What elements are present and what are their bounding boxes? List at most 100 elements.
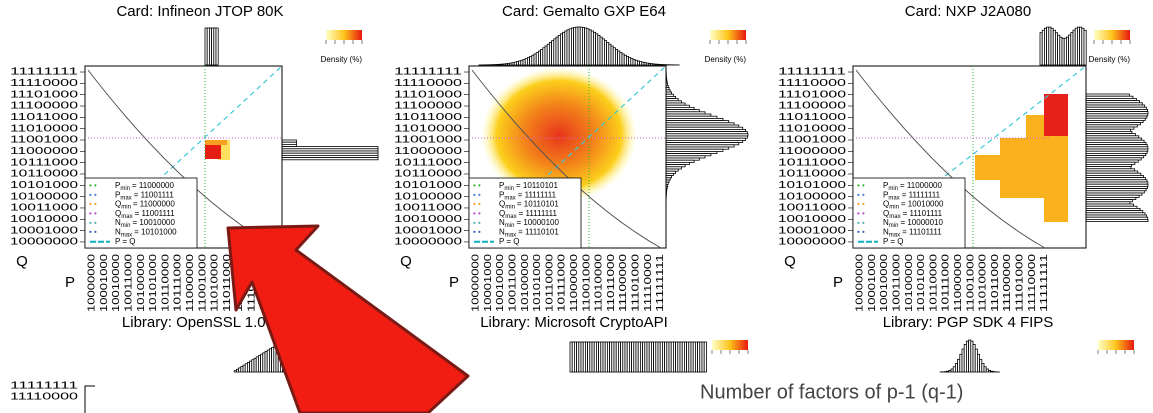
legend-marker: • • bbox=[473, 190, 481, 199]
legend-marker: • • bbox=[473, 218, 481, 227]
y-tick-label: 10011000 bbox=[778, 203, 847, 214]
legend-entry: P = Q bbox=[499, 237, 520, 246]
y-tick-label: 10110000 bbox=[10, 169, 79, 180]
legend-entry: Nmax = 11101111 bbox=[883, 228, 942, 238]
legend-box bbox=[468, 177, 582, 249]
legend-entry: Nmin = 10000100 bbox=[499, 218, 559, 228]
legend-value: = 11111111 bbox=[518, 190, 557, 199]
x-tick-label: 11010000 bbox=[594, 253, 605, 312]
y-tick-label: 11110000 bbox=[10, 392, 79, 403]
density-label: Density (%) bbox=[705, 55, 747, 64]
x-tick-label: 11111111 bbox=[1039, 253, 1050, 312]
y-tick-label: 11101000 bbox=[778, 89, 847, 100]
legend-value: = 10000100 bbox=[516, 218, 559, 227]
y-tick-label: 11111111 bbox=[394, 67, 463, 78]
y-tick-label: 10001000 bbox=[778, 225, 847, 236]
x-tick-label: 10010000 bbox=[879, 253, 890, 312]
legend-marker: • • bbox=[857, 181, 865, 190]
color-scale bbox=[710, 30, 746, 40]
density-cell bbox=[205, 140, 227, 145]
legend-marker: • • bbox=[473, 200, 481, 209]
x-tick-label: 10101000 bbox=[532, 253, 543, 312]
histogram-bar bbox=[703, 341, 707, 373]
x-tick-label: 11010000 bbox=[210, 253, 221, 312]
histogram-bar bbox=[1085, 218, 1149, 222]
histogram-bar bbox=[1083, 29, 1087, 66]
x-tick-label: 10110000 bbox=[160, 253, 171, 312]
legend-entry: Pmin = 11000000 bbox=[883, 181, 942, 191]
axis-label-p: P bbox=[449, 274, 459, 291]
y-tick-label: 10010000 bbox=[394, 214, 463, 225]
legend-value: = 11000000 bbox=[133, 200, 175, 209]
legend-symbol: N bbox=[115, 228, 121, 237]
legend-subscript: max bbox=[120, 195, 131, 201]
legend-entry: Pmin = 10110101 bbox=[499, 181, 558, 191]
x-tick-label: 10000000 bbox=[87, 253, 98, 312]
y-tick-label: 10001000 bbox=[394, 225, 463, 236]
y-tick-label: 10110000 bbox=[394, 169, 463, 180]
legend-entry: Qmin = 10110101 bbox=[499, 200, 559, 210]
legend-subscript: min bbox=[121, 204, 131, 210]
density-cell bbox=[1044, 94, 1068, 136]
legend-entry: Qmin = 10010000 bbox=[883, 200, 944, 210]
legend-subscript: min bbox=[504, 186, 514, 192]
x-tick-label: 11000000 bbox=[569, 253, 580, 312]
x-tick-label: 10010000 bbox=[495, 253, 506, 312]
y-tick-label: 10011000 bbox=[394, 203, 463, 214]
axis-label-q: Q bbox=[16, 253, 28, 270]
legend-symbol: Q bbox=[115, 200, 121, 209]
axis-label-p: P bbox=[65, 274, 75, 291]
color-scale bbox=[1094, 30, 1130, 40]
legend-marker: • • bbox=[89, 181, 97, 190]
x-tick-label: 11001000 bbox=[965, 253, 976, 312]
product-curve bbox=[855, 69, 1046, 249]
legend-subscript: max bbox=[505, 213, 516, 219]
y-tick-label: 10010000 bbox=[10, 214, 79, 225]
x-tick-label: 10011000 bbox=[508, 253, 519, 312]
panel-title: Card: Infineon JTOP 80K bbox=[116, 3, 283, 20]
library-title: Library: OpenSSL 1.0.2 bbox=[122, 314, 278, 331]
legend-marker: • • bbox=[857, 228, 865, 237]
legend-entry: Qmin = 11000000 bbox=[115, 200, 175, 210]
y-tick-label: 11110000 bbox=[394, 78, 463, 89]
y-tick-label: 10000000 bbox=[10, 237, 79, 248]
legend-value: = 11101111 bbox=[903, 209, 943, 218]
legend-entry: Pmax = 11111111 bbox=[499, 190, 557, 200]
legend-value: = 11101111 bbox=[902, 228, 942, 237]
x-tick-label: 10100000 bbox=[520, 253, 531, 312]
x-tick-label: 10110000 bbox=[928, 253, 939, 312]
x-tick-label: 11000000 bbox=[953, 253, 964, 312]
x-tick-label: 11110000 bbox=[1027, 253, 1038, 312]
x-tick-label: 10101000 bbox=[148, 253, 159, 312]
legend-value: = 11000000 bbox=[900, 181, 942, 190]
y-tick-label: 11001000 bbox=[778, 135, 847, 146]
x-tick-label: 10001000 bbox=[867, 253, 878, 312]
library-title: Library: Microsoft CryptoAPI bbox=[480, 314, 668, 331]
y-tick-label: 10101000 bbox=[778, 180, 847, 191]
y-tick-label: 10100000 bbox=[394, 191, 463, 202]
legend-symbol: N bbox=[499, 228, 505, 237]
legend-value: = 11111111 bbox=[519, 209, 558, 218]
legend-marker: • • bbox=[473, 209, 481, 218]
x-tick-label: 11011000 bbox=[990, 253, 1001, 312]
legend-value: = 11001111 bbox=[134, 190, 175, 199]
density-label: Density (%) bbox=[1089, 55, 1131, 64]
y-tick-label: 10101000 bbox=[10, 180, 79, 191]
legend-symbol: P bbox=[115, 190, 120, 199]
legend-value: = 11001111 bbox=[135, 209, 176, 218]
legend-subscript: max bbox=[121, 232, 132, 238]
legend-marker: • • bbox=[89, 228, 97, 237]
legend-value: = 10000010 bbox=[900, 218, 943, 227]
x-tick-label: 11001000 bbox=[197, 253, 208, 312]
y-tick-label: 10000000 bbox=[394, 237, 463, 248]
y-tick-label: 11001000 bbox=[394, 135, 463, 146]
legend-entry: Nmax = 11110101 bbox=[499, 228, 559, 238]
axis-label-p: P bbox=[833, 274, 843, 291]
x-tick-label: 11001000 bbox=[581, 253, 592, 312]
x-tick-label: 11100000 bbox=[1002, 253, 1013, 312]
legend-symbol: P bbox=[115, 181, 120, 190]
y-tick-label: 11111111 bbox=[10, 381, 79, 392]
x-tick-label: 10001000 bbox=[483, 253, 494, 312]
y-tick-label: 10001000 bbox=[10, 225, 79, 236]
x-tick-label: 10011000 bbox=[124, 253, 135, 312]
